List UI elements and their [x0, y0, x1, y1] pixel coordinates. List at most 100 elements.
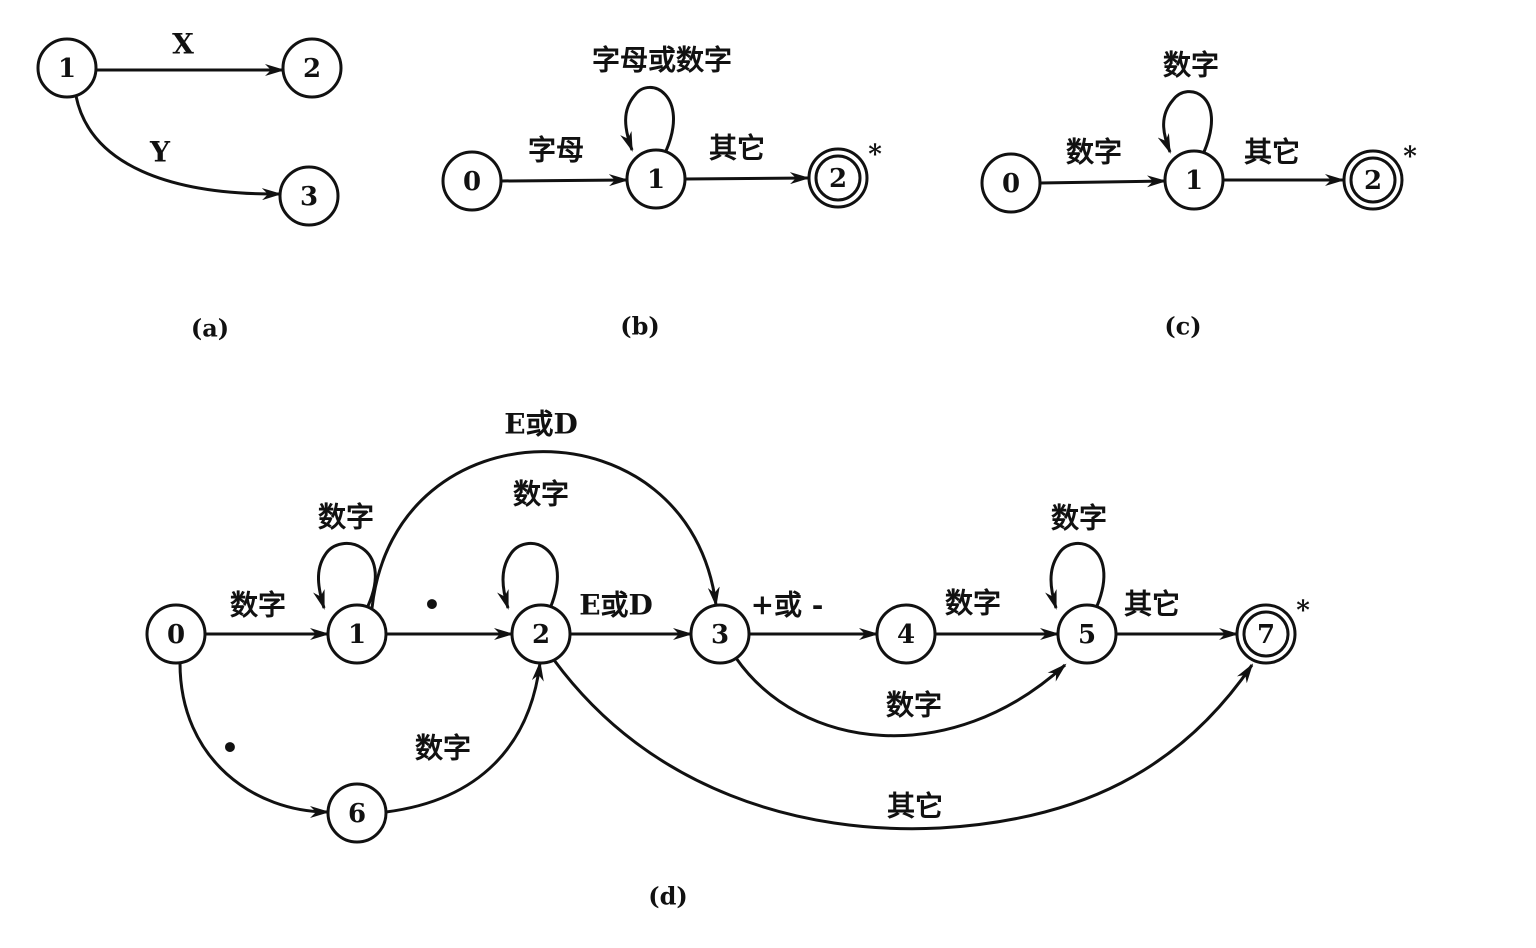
- edge-d-2-to-2: [497, 541, 559, 610]
- edge-c-1-to-1: [1157, 90, 1213, 154]
- state-label: 0: [1002, 169, 1020, 199]
- edge-arrow: [1039, 175, 1167, 188]
- state-label: 3: [300, 182, 318, 212]
- edge-label-d-2-7: 其它: [887, 790, 943, 823]
- state-label: 6: [348, 799, 366, 829]
- state-circle: [980, 152, 1042, 214]
- state-circle: [145, 603, 207, 665]
- edge-label-d-3-5: 数字: [886, 689, 942, 722]
- state-c-1: 1: [1163, 149, 1225, 211]
- edge-label-d-1-1: 数字: [318, 501, 374, 534]
- edge-arrow: [1157, 90, 1213, 154]
- edge-label-d-1-3: E或D: [504, 408, 578, 441]
- state-label: 3: [711, 620, 729, 650]
- state-d-4: 4: [875, 603, 937, 665]
- edge-arrow: [1045, 541, 1106, 610]
- final-state-marker: *: [1403, 142, 1417, 172]
- edge-label-d-3-4: +或 -: [751, 589, 824, 622]
- state-label: 1: [348, 620, 366, 650]
- caption-b: (b): [620, 312, 660, 341]
- state-label: 1: [1185, 166, 1203, 196]
- final-state-marker: *: [868, 140, 882, 170]
- final-state-ring: [1349, 156, 1397, 204]
- state-label: 1: [58, 54, 76, 84]
- state-b-0: 0: [441, 150, 503, 212]
- edge-arrow: [552, 659, 1254, 831]
- state-c-0: 0: [980, 152, 1042, 214]
- final-state-marker: *: [1296, 596, 1310, 626]
- state-label: 2: [1364, 166, 1382, 196]
- state-d-6: 6: [326, 782, 388, 844]
- state-circle: [441, 150, 503, 212]
- edge-d-6-to-2: [385, 661, 544, 814]
- state-circle: [875, 603, 937, 665]
- edge-arrow: [385, 661, 544, 814]
- edge-arrow: [734, 657, 1067, 738]
- edge-d-5-to-5: [1045, 541, 1106, 610]
- edge-label-a-1-3: Y: [149, 136, 171, 169]
- edge-label-d-2-2: 数字: [513, 478, 569, 511]
- edge-b-1-to-1: [620, 85, 675, 152]
- caption-d: (d): [648, 882, 688, 911]
- edge-label-d-0-6: •: [221, 732, 239, 765]
- edge-b-1-to-2: [684, 172, 810, 185]
- state-a-3: 3: [278, 165, 340, 227]
- state-c-2: 2*: [1342, 142, 1417, 211]
- state-label: 4: [897, 620, 915, 650]
- edge-arrow: [500, 174, 629, 187]
- state-circle: [625, 148, 687, 210]
- edge-arrow: [497, 541, 559, 610]
- edge-label-d-1-2: •: [423, 589, 441, 622]
- edge-a-1-to-3: [74, 95, 282, 201]
- state-label: 5: [1078, 620, 1096, 650]
- edge-arrow: [313, 541, 377, 610]
- edge-label-c-1-1: 数字: [1163, 49, 1219, 82]
- edge-label-d-0-1: 数字: [230, 589, 286, 622]
- state-a-1: 1: [36, 37, 98, 99]
- state-label: 0: [463, 167, 481, 197]
- state-d-3: 3: [689, 603, 751, 665]
- state-circle: [1163, 149, 1225, 211]
- state-circle: [689, 603, 751, 665]
- state-circle: [326, 782, 388, 844]
- edge-arrow: [620, 85, 675, 152]
- state-a-2: 2: [281, 37, 343, 99]
- edge-arrow: [74, 95, 282, 201]
- edge-label-c-0-1: 数字: [1066, 136, 1122, 169]
- state-circle: [281, 37, 343, 99]
- caption-c: (c): [1164, 312, 1201, 341]
- state-label: 7: [1257, 620, 1275, 650]
- edge-label-d-5-5: 数字: [1051, 502, 1107, 535]
- edge-label-b-1-2: 其它: [709, 132, 765, 165]
- edge-arrow: [684, 172, 810, 185]
- edge-d-2-to-7: [552, 659, 1254, 831]
- state-d-1: 1: [326, 603, 388, 665]
- state-circle: [278, 165, 340, 227]
- state-label: 0: [167, 620, 185, 650]
- state-label: 2: [532, 620, 550, 650]
- edge-label-d-6-2: 数字: [415, 732, 471, 765]
- caption-a: (a): [191, 314, 229, 343]
- state-b-1: 1: [625, 148, 687, 210]
- state-d-2: 2: [510, 603, 572, 665]
- state-b-2: 2*: [807, 140, 882, 209]
- state-label: 2: [303, 54, 321, 84]
- edge-label-d-2-3: E或D: [579, 589, 653, 622]
- edge-d-0-to-6: [178, 662, 330, 818]
- edge-d-1-to-3: [370, 450, 720, 609]
- state-d-0: 0: [145, 603, 207, 665]
- edge-label-b-0-1: 字母: [528, 134, 584, 167]
- edge-b-0-to-1: [500, 174, 629, 187]
- edge-c-0-to-1: [1039, 175, 1167, 188]
- final-state-ring: [1242, 610, 1290, 658]
- state-d-7: 7*: [1235, 596, 1310, 665]
- final-state-ring: [814, 154, 862, 202]
- state-label: 2: [829, 164, 847, 194]
- state-d-5: 5: [1056, 603, 1118, 665]
- state-circle: [510, 603, 572, 665]
- edge-label-c-1-2: 其它: [1244, 136, 1300, 169]
- edge-label-a-1-2: X: [172, 28, 194, 61]
- state-circle: [326, 603, 388, 665]
- state-circle: [36, 37, 98, 99]
